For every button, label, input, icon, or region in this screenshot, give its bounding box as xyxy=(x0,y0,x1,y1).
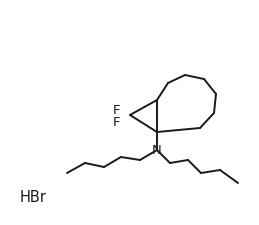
Text: F: F xyxy=(113,115,121,128)
Text: HBr: HBr xyxy=(20,191,47,205)
Text: N: N xyxy=(152,144,162,157)
Text: F: F xyxy=(113,104,121,117)
